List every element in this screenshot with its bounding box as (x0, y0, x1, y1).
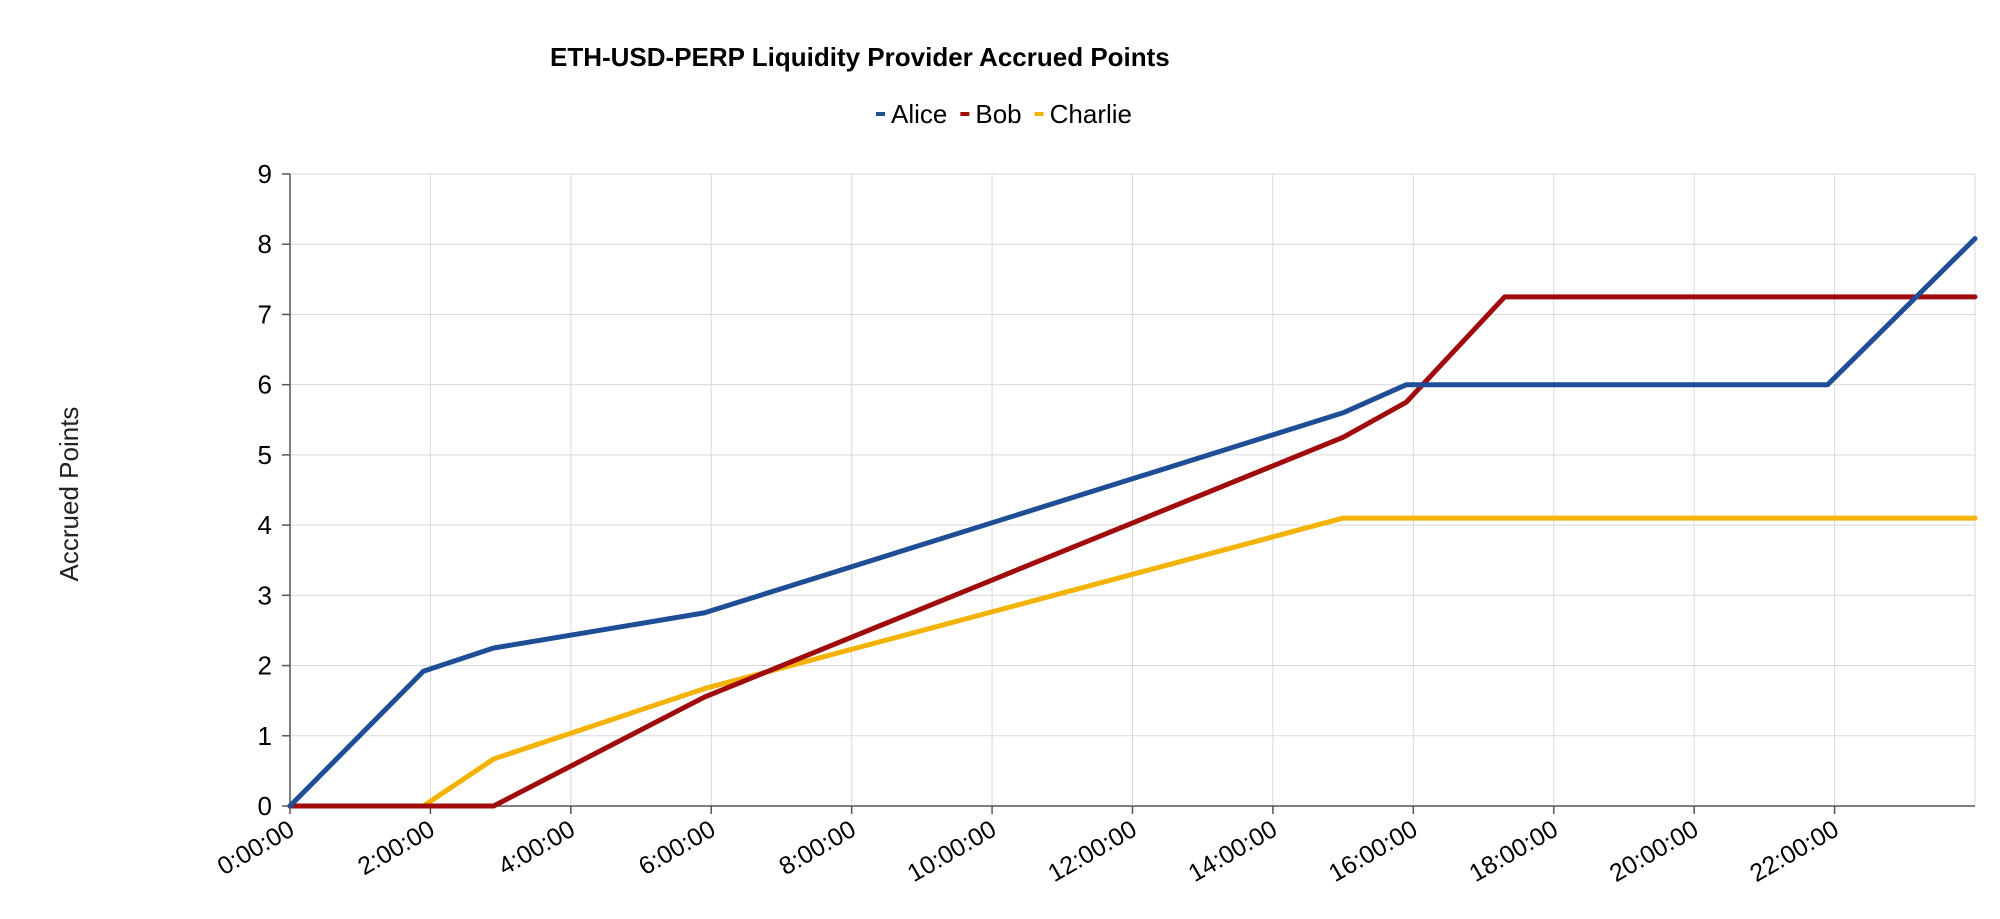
y-tick-labels: 0 1 2 3 4 5 6 7 8 9 (258, 159, 272, 821)
y-axis-label: Accrued Points (54, 407, 84, 582)
legend-item-charlie: Charlie (1034, 99, 1132, 129)
y-tick-label: 6 (258, 370, 272, 400)
x-tick-label: 18:00:00 (1464, 815, 1562, 888)
y-tick-label: 5 (258, 440, 272, 470)
y-tick-label: 2 (258, 651, 272, 681)
legend: Alice Bob Charlie (876, 99, 1132, 129)
axes (282, 173, 1975, 814)
y-tick-label: 7 (258, 299, 272, 329)
series-line-alice (287, 236, 1978, 809)
x-tick-label: 10:00:00 (903, 815, 1001, 888)
y-tick-label: 0 (258, 791, 272, 821)
legend-item-alice: Alice (876, 99, 947, 129)
x-tick-label: 4:00:00 (494, 815, 580, 881)
y-tick-label: 9 (258, 159, 272, 189)
x-tick-label: 14:00:00 (1184, 815, 1282, 888)
x-tick-label: 16:00:00 (1324, 815, 1422, 888)
x-tick-label: 0:00:00 (213, 815, 299, 881)
x-tick-label: 20:00:00 (1605, 815, 1703, 888)
grid (290, 173, 1976, 806)
series-layer (287, 236, 1978, 809)
y-tick-label: 4 (258, 510, 272, 540)
chart-title: ETH-USD-PERP Liquidity Provider Accrued … (550, 42, 1170, 72)
x-tick-label: 12:00:00 (1043, 815, 1141, 888)
legend-label: Bob (975, 99, 1021, 129)
y-tick-label: 1 (258, 721, 272, 751)
x-tick-label: 2:00:00 (353, 815, 439, 881)
y-tick-label: 3 (258, 580, 272, 610)
x-tick-label: 8:00:00 (774, 815, 860, 881)
x-tick-label: 22:00:00 (1745, 815, 1843, 888)
y-tick-label: 8 (258, 229, 272, 259)
x-tick-label: 6:00:00 (634, 815, 720, 881)
legend-label: Charlie (1050, 99, 1132, 129)
series-line-bob (287, 294, 1978, 809)
legend-item-bob: Bob (960, 99, 1022, 129)
x-tick-labels: 0:00:00 2:00:00 4:00:00 6:00:00 8:00:00 10:00… (213, 815, 1844, 888)
legend-label: Alice (891, 99, 947, 129)
